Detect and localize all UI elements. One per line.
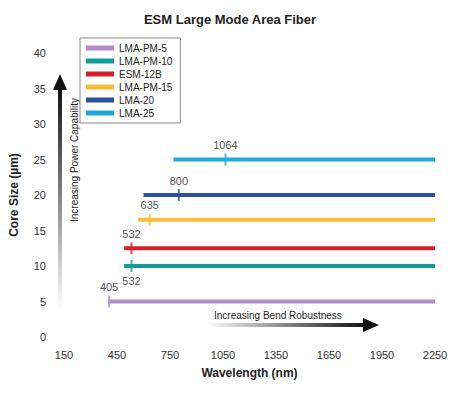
svg-text:2250: 2250 — [423, 349, 447, 361]
svg-text:25: 25 — [34, 154, 46, 166]
svg-text:1950: 1950 — [370, 349, 394, 361]
svg-text:450: 450 — [108, 349, 126, 361]
svg-text:LMA-PM-15: LMA-PM-15 — [119, 82, 173, 93]
svg-text:1050: 1050 — [211, 349, 235, 361]
svg-text:532: 532 — [122, 275, 140, 287]
svg-text:LMA-PM-10: LMA-PM-10 — [119, 56, 173, 67]
svg-text:LMA-20: LMA-20 — [119, 95, 154, 106]
svg-text:750: 750 — [161, 349, 179, 361]
svg-text:15: 15 — [34, 225, 46, 237]
svg-text:1064: 1064 — [213, 139, 237, 151]
svg-text:800: 800 — [170, 175, 188, 187]
svg-text:ESM Large Mode Area Fiber: ESM Large Mode Area Fiber — [144, 12, 316, 27]
svg-text:0: 0 — [40, 331, 46, 343]
svg-text:5: 5 — [40, 296, 46, 308]
svg-text:405: 405 — [100, 281, 118, 293]
svg-text:ESM-12B: ESM-12B — [119, 69, 162, 80]
svg-text:40: 40 — [34, 47, 46, 59]
svg-text:10: 10 — [34, 260, 46, 272]
svg-text:LMA-PM-5: LMA-PM-5 — [119, 43, 167, 54]
svg-text:Increasing Power Capability: Increasing Power Capability — [69, 98, 80, 222]
svg-text:Increasing Bend Robustness: Increasing Bend Robustness — [214, 310, 342, 321]
svg-text:20: 20 — [34, 189, 46, 201]
svg-text:1350: 1350 — [264, 349, 288, 361]
svg-text:1650: 1650 — [317, 349, 341, 361]
svg-text:35: 35 — [34, 83, 46, 95]
svg-text:150: 150 — [55, 349, 73, 361]
svg-text:635: 635 — [141, 199, 159, 211]
svg-text:532: 532 — [122, 228, 140, 240]
svg-text:LMA-25: LMA-25 — [119, 108, 154, 119]
svg-text:30: 30 — [34, 118, 46, 130]
svg-text:Core Size (µm): Core Size (µm) — [7, 153, 21, 237]
svg-text:Wavelength (nm): Wavelength (nm) — [201, 366, 297, 380]
